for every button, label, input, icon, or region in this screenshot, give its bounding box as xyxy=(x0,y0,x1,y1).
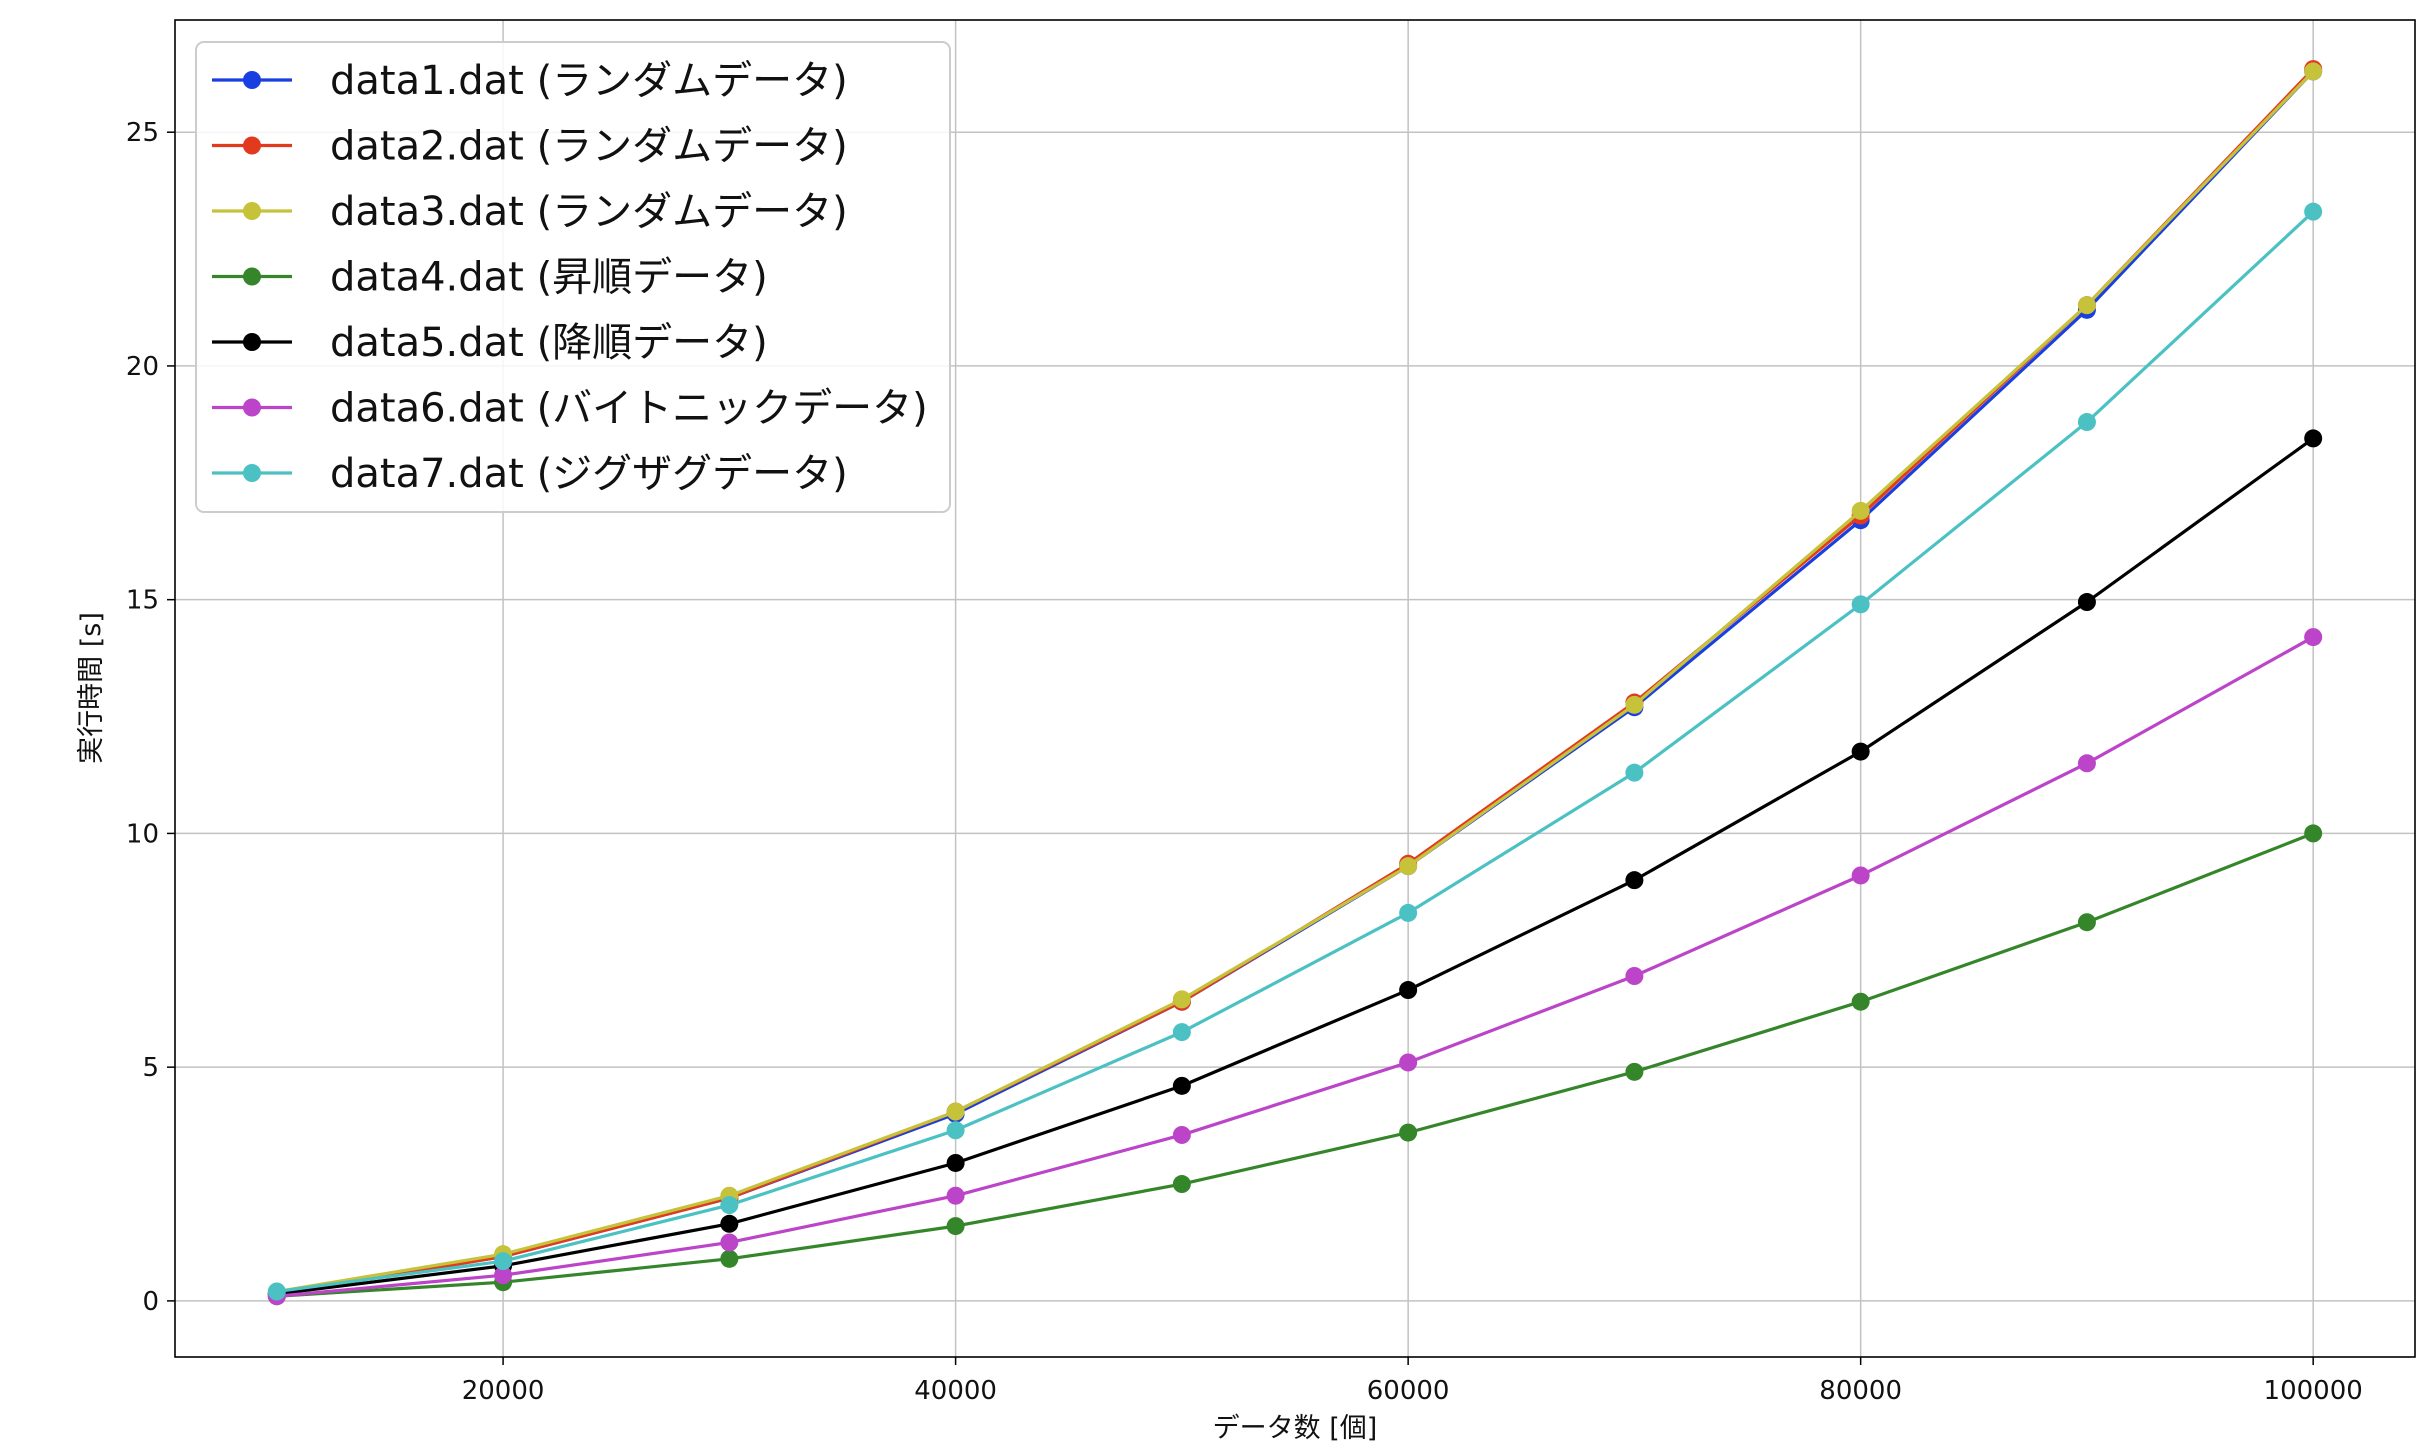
data-point xyxy=(2304,202,2323,221)
legend-item: data4.dat (昇順データ) xyxy=(212,255,768,301)
series-5 xyxy=(267,429,2323,1303)
data-point xyxy=(1172,1175,1191,1194)
data-point xyxy=(1851,595,1870,614)
legend-item: data1.dat (ランダムデータ) xyxy=(212,58,848,104)
series-line xyxy=(276,635,2314,1298)
series-line xyxy=(276,831,2314,1298)
legend-marker xyxy=(243,398,261,417)
data-point xyxy=(1399,903,1418,922)
data-point xyxy=(946,1217,965,1236)
legend-item: data6.dat (バイトニックデータ) xyxy=(212,386,928,432)
data-point xyxy=(1172,1076,1191,1095)
series-7 xyxy=(267,202,2323,1301)
data-point xyxy=(1399,1123,1418,1142)
data-point xyxy=(1399,1053,1418,1072)
legend-marker xyxy=(243,71,261,89)
data-point xyxy=(2304,429,2323,448)
x-tick-label: 100000 xyxy=(2264,1376,2363,1406)
y-tick-label: 25 xyxy=(126,118,159,148)
data-point xyxy=(1851,992,1870,1011)
data-point xyxy=(720,1233,739,1252)
legend-item: data7.dat (ジグザグデータ) xyxy=(212,451,848,497)
legend-label: data5.dat (降順データ) xyxy=(330,320,768,366)
legend-label: data3.dat (ランダムデータ) xyxy=(330,189,848,235)
data-point xyxy=(2077,593,2096,612)
data-point xyxy=(2304,628,2323,647)
data-point xyxy=(2077,413,2096,432)
data-point xyxy=(1851,742,1870,761)
data-point xyxy=(1172,1125,1191,1144)
series-6 xyxy=(267,628,2323,1306)
series-lines xyxy=(267,60,2323,1306)
data-point xyxy=(1625,695,1644,714)
x-tick-label: 80000 xyxy=(1819,1376,1902,1406)
data-point xyxy=(946,1102,965,1121)
data-point xyxy=(494,1252,513,1271)
legend-item: data5.dat (降順データ) xyxy=(212,320,768,366)
data-point xyxy=(1399,857,1418,876)
data-point xyxy=(1625,1062,1644,1081)
data-point xyxy=(720,1214,739,1233)
data-point xyxy=(1851,866,1870,885)
legend-marker xyxy=(243,202,261,220)
data-point xyxy=(1172,990,1191,1009)
data-point xyxy=(720,1196,739,1215)
data-point xyxy=(1172,1023,1191,1042)
data-point xyxy=(1851,501,1870,520)
data-point xyxy=(1625,763,1644,782)
y-tick-label: 15 xyxy=(126,586,159,616)
data-point xyxy=(2077,754,2096,773)
y-tick-label: 20 xyxy=(126,352,159,382)
plot-frame xyxy=(174,19,2416,1358)
legend-item: data2.dat (ランダムデータ) xyxy=(212,124,848,170)
data-point xyxy=(2304,62,2323,81)
series-line xyxy=(276,437,2315,1296)
legend-marker xyxy=(243,267,261,286)
data-point xyxy=(494,1266,513,1285)
data-point xyxy=(720,1249,739,1268)
y-tick-label: 0 xyxy=(142,1287,159,1317)
x-tick-label: 20000 xyxy=(462,1376,545,1406)
legend-label: data7.dat (ジグザグデータ) xyxy=(330,451,848,497)
y-tick-label: 10 xyxy=(126,819,159,849)
series-line xyxy=(276,70,2315,1294)
legend-label: data2.dat (ランダムデータ) xyxy=(330,124,848,170)
data-point xyxy=(946,1186,965,1205)
series-line xyxy=(276,210,2315,1294)
data-point xyxy=(2077,296,2096,315)
data-point xyxy=(946,1121,965,1140)
y-axis-label: 実行時間 [s] xyxy=(76,612,107,764)
legend-label: data4.dat (昇順データ) xyxy=(330,255,768,301)
x-tick-label: 40000 xyxy=(914,1376,997,1406)
data-point xyxy=(1625,871,1644,890)
legend-marker xyxy=(243,136,261,155)
grid-lines xyxy=(175,20,2415,1357)
legend-label: data6.dat (バイトニックデータ) xyxy=(330,386,928,432)
legend: data1.dat (ランダムデータ) data2.dat (ランダムデータ) da… xyxy=(195,41,951,513)
data-point xyxy=(1625,967,1644,986)
data-point xyxy=(946,1153,965,1172)
data-point xyxy=(2304,824,2323,843)
data-point xyxy=(2077,913,2096,932)
data-point xyxy=(1399,981,1418,1000)
x-tick-label: 60000 xyxy=(1367,1376,1450,1406)
legend-label: data1.dat (ランダムデータ) xyxy=(330,58,848,104)
x-axis-label: データ数 [個] xyxy=(1213,1413,1378,1444)
y-tick-label: 5 xyxy=(142,1053,159,1083)
legend-marker xyxy=(243,464,261,482)
axis-ticks: 20000 40000 60000 80000 100000 0 5 10 15 20 25 xyxy=(126,118,2363,1406)
data-point xyxy=(267,1282,286,1301)
legend-box xyxy=(195,41,951,513)
legend-item: data3.dat (ランダムデータ) xyxy=(212,189,848,235)
legend-marker xyxy=(243,333,261,351)
